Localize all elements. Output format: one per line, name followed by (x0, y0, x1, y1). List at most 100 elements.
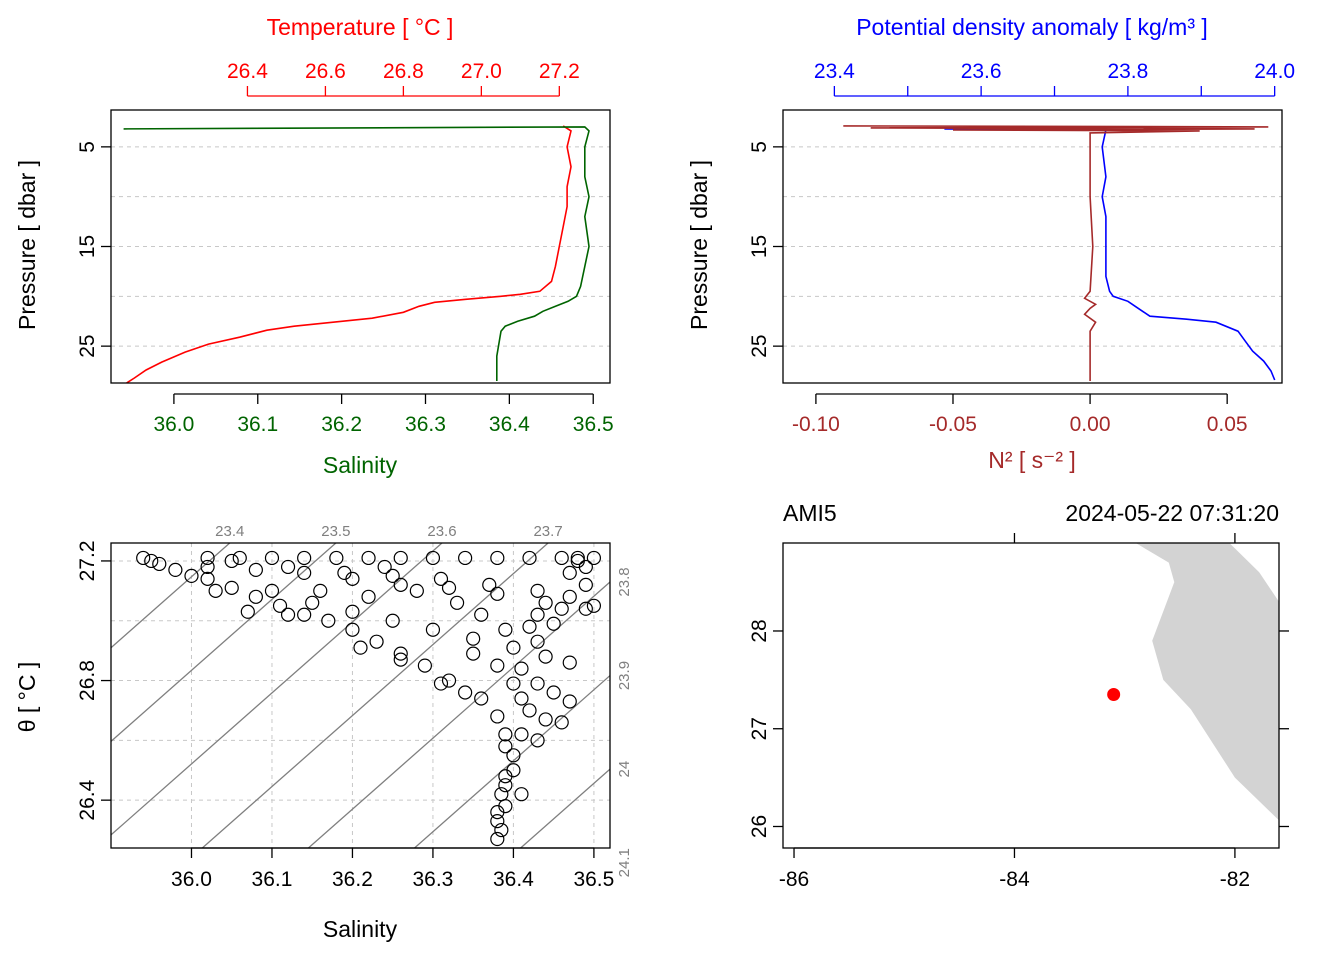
ts-point (490, 586, 505, 601)
map-y-tick-label: 27 (748, 717, 771, 740)
map-x-tick-label: -82 (1220, 868, 1250, 891)
ts-point (144, 553, 159, 569)
ts-point (482, 577, 497, 592)
ts-point (264, 550, 280, 566)
ts-point (538, 649, 553, 664)
ts-y-tick-label: 26.8 (76, 660, 99, 701)
density-tick-label: 24.0 (1254, 60, 1295, 83)
station-marker (1107, 688, 1121, 702)
ts-profile-plot: 5 15 25 26.4 26.6 26.8 27.0 27.2 36.0 36.1 36.2 36.… (76, 60, 614, 436)
ts-point (200, 550, 215, 566)
ts-point (224, 580, 239, 595)
pressure-tick-label: 15 (76, 235, 99, 258)
isopycnal-label: 23.9 (616, 661, 633, 690)
salinity-tick-label: 36.2 (321, 413, 362, 436)
ts-point (297, 550, 312, 566)
ts-point (506, 676, 521, 691)
ts-point (578, 577, 593, 592)
ts-point (546, 685, 561, 700)
isopycnal-line (201, 543, 550, 848)
ts-point (441, 580, 457, 595)
ts-point (353, 640, 368, 655)
ts-point (490, 709, 505, 724)
ts-point (530, 583, 545, 598)
ts-point (313, 583, 328, 598)
temperature-tick-label: 26.6 (305, 60, 346, 83)
density-axis-title-text: Potential density anomaly [ kg/m³ ] (856, 14, 1208, 40)
ts-point (554, 601, 569, 616)
ts-point (474, 691, 489, 706)
ts-point (168, 562, 183, 578)
density-tick-label: 23.8 (1107, 60, 1148, 83)
ts-point (514, 691, 529, 706)
ts-point (417, 658, 432, 673)
theta-axis-title: θ [ °C ] (14, 662, 40, 733)
ts-x-tick-label: 36.5 (573, 868, 614, 891)
ts-x-tick-label: 36.2 (332, 868, 373, 891)
ts-plot-area (111, 543, 610, 848)
ts-profile-panel: Temperature [ °C ] Salinity Pressure [ d… (14, 14, 614, 478)
temperature-axis-title: Temperature [ °C ] (267, 14, 454, 40)
pressure-tick-label: 25 (76, 334, 99, 357)
density-line (944, 128, 1276, 381)
ts-point (466, 631, 481, 646)
ts-point (345, 622, 360, 637)
ts-point (361, 589, 376, 604)
ts-x-tick-label: 36.1 (252, 868, 293, 891)
density-profile-panel: Potential density anomaly [ kg/m³ ] N² [… (686, 14, 1295, 473)
ts-point (498, 778, 513, 793)
map-area (1107, 543, 1279, 848)
ts-point (554, 715, 569, 730)
ts-point (433, 676, 449, 691)
ts-point (490, 550, 505, 566)
density-axis-title: Potential density anomaly [ kg/m³ ] (856, 14, 1208, 40)
ts-point (530, 733, 545, 748)
ts-diagram-panel: Salinity θ [ °C ] 23.4 23.5 23.6 23.723.823… (14, 523, 633, 942)
ts-point (562, 565, 577, 581)
station-name: AMI5 (783, 500, 837, 526)
pressure-tick-label: 15 (748, 235, 771, 258)
isopycnal-label: 23.4 (215, 523, 244, 540)
ts-point (200, 559, 215, 575)
ts-point (297, 565, 312, 581)
ts-point (490, 658, 505, 673)
isopycnal-label: 23.6 (427, 523, 456, 540)
ts-point (498, 727, 513, 742)
ts-point (200, 571, 215, 586)
ts-point (546, 616, 561, 631)
salinity-tick-label: 36.0 (153, 413, 194, 436)
ts-point (498, 622, 513, 637)
ts-point (538, 712, 553, 727)
n2-tick-label: -0.05 (929, 413, 977, 436)
ts-point (530, 676, 545, 691)
ts-point (514, 787, 529, 802)
ts-point (393, 652, 408, 667)
ts-point (409, 583, 424, 598)
ts-point (490, 813, 505, 829)
ts-point (377, 559, 392, 575)
ts-point (393, 646, 408, 661)
ts-point (345, 604, 360, 619)
temperature-tick-label: 26.8 (383, 60, 424, 83)
ts-point (264, 583, 280, 598)
ts-point (361, 550, 376, 566)
ts-point (570, 550, 585, 566)
ts-point (578, 601, 593, 616)
ts-point (385, 568, 400, 583)
ts-point (329, 550, 344, 566)
pressure-tick-label: 5 (76, 141, 99, 153)
ts-point (240, 604, 255, 619)
station-timestamp: 2024-05-22 07:31:20 (1065, 500, 1279, 526)
ts-point (272, 598, 288, 613)
ts-point (466, 646, 481, 661)
pressure-tick-label: 25 (748, 334, 771, 357)
ts-point (208, 583, 223, 598)
ts-point (458, 685, 473, 700)
ts-point (425, 550, 441, 566)
ts-x-tick-label: 36.3 (412, 868, 453, 891)
ts-point (280, 607, 296, 622)
n2-tick-label: 0.00 (1070, 413, 1111, 436)
ts-point (433, 571, 449, 586)
salinity-axis-title: Salinity (323, 452, 398, 478)
ts-point (506, 763, 521, 778)
